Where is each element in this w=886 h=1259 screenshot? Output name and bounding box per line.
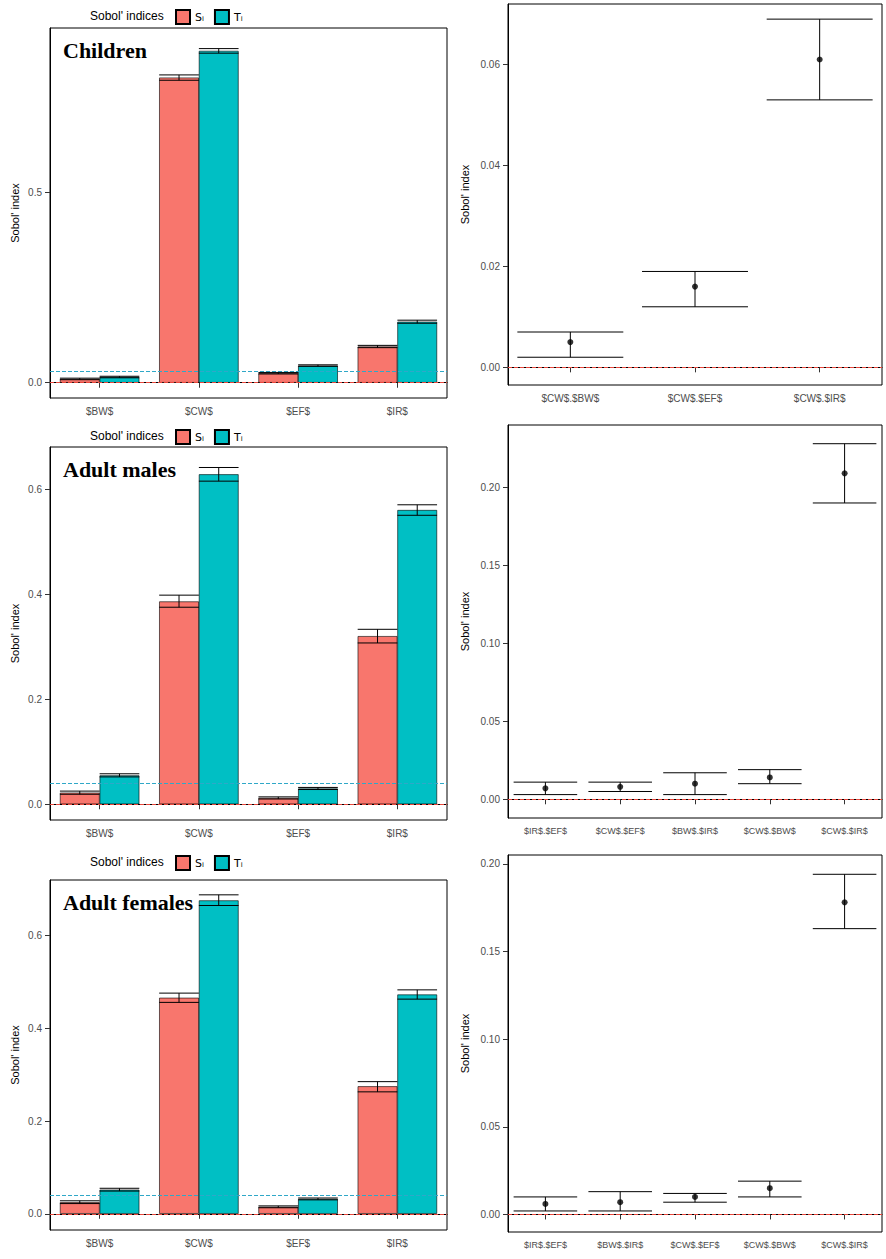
svg-text:$BW$: $BW$ [86,1238,114,1249]
svg-text:0.15: 0.15 [481,946,501,957]
svg-text:$IR$: $IR$ [387,1238,409,1249]
svg-text:$IR$.$EF$: $IR$.$EF$ [524,826,567,836]
svg-text:0.00: 0.00 [481,794,501,805]
svg-text:Children: Children [63,38,147,63]
svg-text:0.6: 0.6 [28,930,42,941]
svg-text:Sobol' index: Sobol' index [9,1025,21,1085]
svg-text:Sobol' indices: Sobol' indices [90,429,164,443]
svg-text:0.20: 0.20 [481,482,501,493]
svg-text:Sobol' index: Sobol' index [9,603,21,663]
svg-text:Sobol' index: Sobol' index [459,164,471,224]
svg-text:Sᵢ: Sᵢ [195,431,204,444]
svg-text:$CW$.$IR$: $CW$.$IR$ [794,393,846,404]
svg-text:0.04: 0.04 [481,160,501,171]
svg-text:Tᵢ: Tᵢ [233,11,243,24]
svg-text:0.20: 0.20 [481,858,501,869]
svg-text:$CW$.$EF$: $CW$.$EF$ [668,393,723,404]
svg-text:0.15: 0.15 [481,560,501,571]
svg-text:Sobol' index: Sobol' index [459,1013,471,1073]
svg-text:$CW$.$IR$: $CW$.$IR$ [821,826,868,836]
svg-text:$CW$.$BW$: $CW$.$BW$ [541,393,599,404]
svg-text:0.10: 0.10 [481,1034,501,1045]
svg-text:0.06: 0.06 [481,59,501,70]
svg-text:$EF$: $EF$ [286,828,310,839]
svg-text:$BW$: $BW$ [86,406,114,417]
svg-text:Sᵢ: Sᵢ [195,11,204,24]
svg-text:$CW$.$BW$: $CW$.$BW$ [744,1240,796,1250]
svg-text:0.2: 0.2 [28,694,42,705]
svg-text:Sobol' indices: Sobol' indices [90,855,164,869]
svg-text:$CW$: $CW$ [185,1238,213,1249]
svg-text:Adult males: Adult males [63,457,177,482]
svg-text:$IR$: $IR$ [387,406,409,417]
svg-text:0.0: 0.0 [28,799,42,810]
svg-text:$IR$.$EF$: $IR$.$EF$ [524,1240,567,1250]
svg-text:0.05: 0.05 [481,716,501,727]
svg-text:$CW$.$EF$: $CW$.$EF$ [596,826,645,836]
svg-text:0.10: 0.10 [481,638,501,649]
svg-text:0.00: 0.00 [481,1209,501,1220]
svg-text:Sᵢ: Sᵢ [195,857,204,870]
svg-text:$BW$.$IR$: $BW$.$IR$ [672,826,718,836]
svg-text:0.0: 0.0 [28,377,42,388]
svg-text:0.4: 0.4 [28,1023,42,1034]
svg-text:Sobol' indices: Sobol' indices [90,9,164,23]
svg-text:$IR$: $IR$ [387,828,409,839]
svg-text:$CW$.$EF$: $CW$.$EF$ [670,1240,719,1250]
svg-text:0.2: 0.2 [28,1116,42,1127]
svg-text:0.00: 0.00 [481,362,501,373]
svg-text:Tᵢ: Tᵢ [233,857,243,870]
svg-text:$BW$: $BW$ [86,828,114,839]
svg-text:Sobol' index: Sobol' index [459,591,471,651]
svg-text:0.05: 0.05 [481,1121,501,1132]
svg-text:Adult females: Adult females [63,890,194,915]
svg-text:$CW$.$BW$: $CW$.$BW$ [744,826,796,836]
svg-text:$CW$.$IR$: $CW$.$IR$ [821,1240,868,1250]
svg-text:$CW$: $CW$ [185,828,213,839]
svg-text:$EF$: $EF$ [286,1238,310,1249]
svg-text:Sobol' index: Sobol' index [9,183,21,243]
svg-text:0.5: 0.5 [28,187,42,198]
svg-text:Tᵢ: Tᵢ [233,431,243,444]
svg-text:0.0: 0.0 [28,1208,42,1219]
svg-text:$BW$.$IR$: $BW$.$IR$ [597,1240,643,1250]
svg-text:0.6: 0.6 [28,484,42,495]
svg-text:$EF$: $EF$ [286,406,310,417]
svg-text:$CW$: $CW$ [185,406,213,417]
svg-text:0.02: 0.02 [481,261,501,272]
svg-text:0.4: 0.4 [28,589,42,600]
